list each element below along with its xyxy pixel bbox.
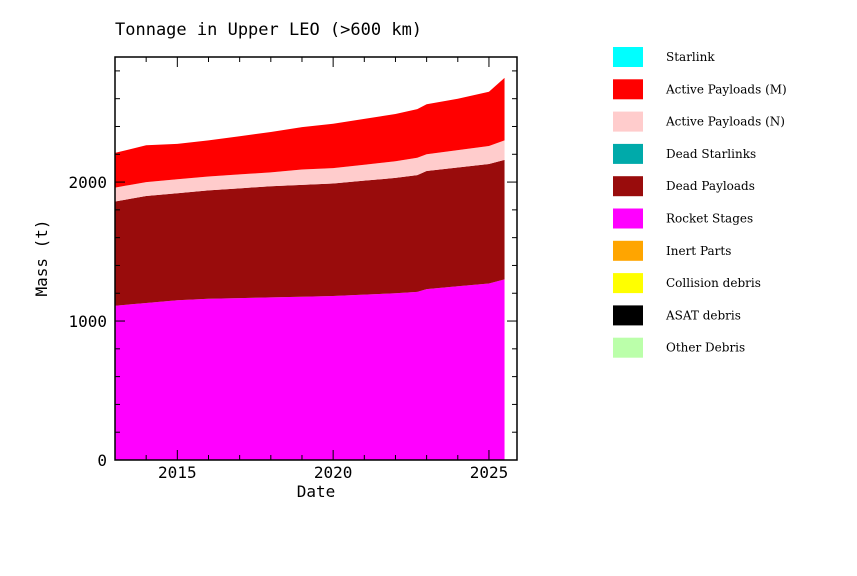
area-layers [115, 77, 505, 460]
legend-label: Other Debris [666, 341, 745, 355]
legend-item-dead-starlinks: Dead Starlinks [613, 143, 756, 164]
legend-swatch [613, 111, 643, 132]
legend-label: Starlink [666, 50, 715, 64]
legend-label: ASAT debris [665, 308, 741, 322]
legend-item-active-payloads-m: Active Payloads (M) [613, 79, 787, 100]
legend-swatch [613, 79, 643, 100]
legend-item-rocket-stages: Rocket Stages [613, 208, 753, 229]
legend-item-inert-parts: Inert Parts [613, 240, 731, 261]
legend-swatch [613, 208, 643, 229]
x-tick-label: 2025 [470, 463, 509, 482]
legend-item-dead-payloads: Dead Payloads [613, 176, 755, 197]
legend-swatch [613, 143, 643, 164]
area-active-payloads-n [115, 140, 505, 202]
x-axis-label: Date [297, 482, 336, 501]
legend-swatch [613, 337, 643, 358]
y-tick-label: 1000 [68, 312, 107, 331]
area-rocket-stages [115, 279, 505, 460]
legend-label: Inert Parts [666, 244, 731, 258]
legend-label: Rocket Stages [666, 212, 753, 226]
x-tick-label: 2020 [314, 463, 353, 482]
legend-label: Dead Payloads [666, 179, 755, 193]
plot-frame [114, 56, 518, 461]
legend-swatch [613, 240, 643, 261]
legend-item-active-payloads-n: Active Payloads (N) [613, 111, 785, 132]
y-axis-label: Mass (t) [32, 219, 51, 296]
y-tick-label: 2000 [68, 173, 107, 192]
legend-label: Dead Starlinks [666, 147, 756, 161]
legend-swatch [613, 176, 643, 197]
legend-item-collision-debris: Collision debris [613, 273, 761, 294]
legend-item-asat-debris: ASAT debris [613, 305, 741, 326]
legend-item-starlink: Starlink [613, 47, 715, 67]
chart-title: Tonnage in Upper LEO (>600 km) [115, 20, 422, 40]
legend-item-other-debris: Other Debris [613, 337, 745, 358]
x-tick-label: 2015 [158, 463, 197, 482]
area-active-payloads-m [115, 77, 505, 188]
area-dead-payloads [115, 159, 505, 306]
y-tick-label: 0 [97, 451, 107, 470]
legend-label: Collision debris [666, 276, 761, 290]
legend-swatch [613, 273, 643, 294]
legend-swatch [613, 305, 643, 326]
legend-label: Active Payloads (N) [665, 115, 785, 129]
axis-ticks: 2015 2020 2025 0 1000 2000 [68, 57, 517, 482]
legend: Starlink Active Payloads (M) Active Payloa… [613, 47, 787, 358]
legend-label: Active Payloads (M) [665, 82, 787, 96]
legend-swatch [613, 47, 643, 67]
